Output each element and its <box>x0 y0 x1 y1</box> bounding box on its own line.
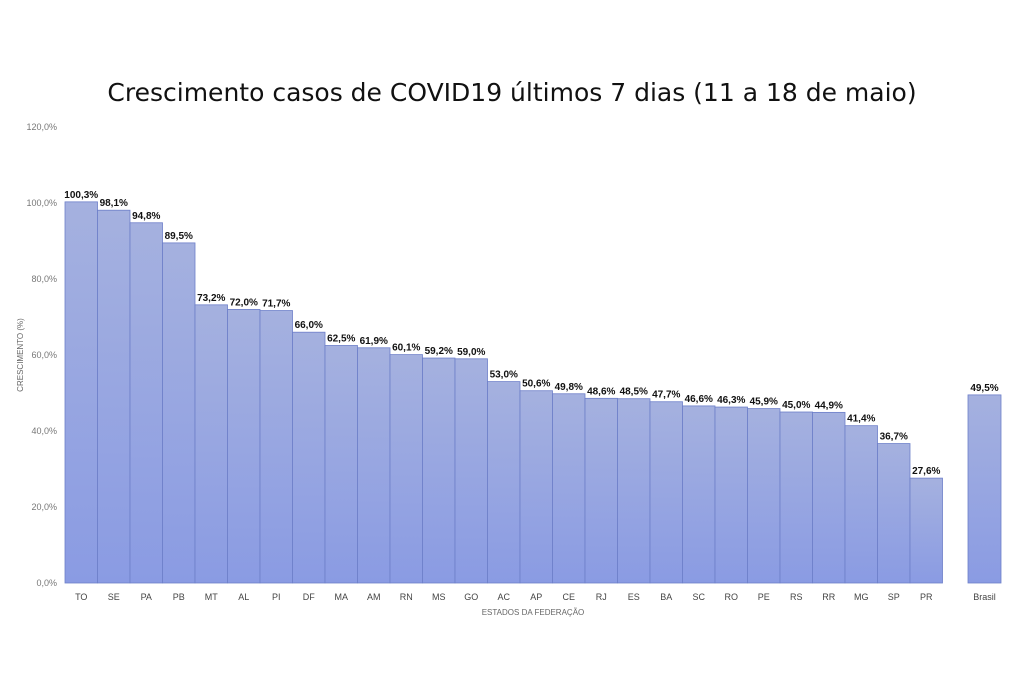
data-label: 61,9% <box>360 336 388 347</box>
bars <box>64 201 1002 584</box>
x-tick-label: BA <box>660 592 672 602</box>
x-tick-label: SP <box>888 592 900 602</box>
bar <box>747 408 781 584</box>
data-label: 36,7% <box>880 432 908 443</box>
data-label: 94,8% <box>132 211 160 222</box>
data-label: 46,6% <box>685 394 713 405</box>
x-tick-label: TO <box>75 592 87 602</box>
y-tick-label: 80,0% <box>31 274 57 284</box>
data-label: 45,9% <box>750 397 778 408</box>
x-tick-label: PE <box>758 592 770 602</box>
bar <box>682 405 716 584</box>
bar <box>324 345 358 584</box>
x-tick-label: MS <box>432 592 446 602</box>
chart-title: Crescimento casos de COVID19 últimos 7 d… <box>107 78 917 107</box>
bar <box>812 411 846 584</box>
x-tick-label: RR <box>822 592 835 602</box>
bar <box>617 398 651 584</box>
x-tick-label: SC <box>692 592 705 602</box>
x-tick-label: RN <box>400 592 413 602</box>
bar <box>584 397 618 584</box>
bar <box>649 401 683 584</box>
bar <box>97 209 131 584</box>
data-label: 62,5% <box>327 334 355 345</box>
x-tick-label: PI <box>272 592 281 602</box>
data-label: 47,7% <box>652 390 680 401</box>
data-label: 60,1% <box>392 343 420 354</box>
bar <box>259 310 293 584</box>
bar <box>909 477 943 584</box>
x-axis: TO SE PA PB MT AL PI DF MA AM RN MS GO AC AP CE RJ ES BA SC… <box>75 592 996 602</box>
y-axis: 0,0% 20,0% 40,0% 60,0% 80,0% 100,0% 120,0% <box>26 122 57 588</box>
x-tick-label: AL <box>238 592 249 602</box>
data-label: 27,6% <box>912 466 940 477</box>
y-tick-label: 40,0% <box>31 426 57 436</box>
bar <box>967 394 1002 584</box>
x-tick-label: RJ <box>596 592 607 602</box>
bar <box>292 331 326 584</box>
bar <box>779 411 813 584</box>
y-tick-label: 20,0% <box>31 502 57 512</box>
x-tick-label: PB <box>173 592 185 602</box>
data-label: 98,1% <box>100 198 128 209</box>
bar <box>389 354 423 584</box>
bar <box>227 308 261 584</box>
bar <box>487 381 521 584</box>
data-label: 59,2% <box>425 346 453 357</box>
x-tick-label: PR <box>920 592 933 602</box>
x-tick-label: AM <box>367 592 381 602</box>
data-label: 73,2% <box>197 293 225 304</box>
x-tick-label: SE <box>108 592 120 602</box>
x-tick-label: RO <box>725 592 739 602</box>
data-labels: 100,3%98,1% 94,8% 89,5% 73,2% 72,0% 71,7% 66,0… <box>64 190 998 477</box>
y-tick-label: 120,0% <box>26 122 57 132</box>
data-label: 71,7% <box>262 299 290 310</box>
bar <box>194 304 228 584</box>
x-tick-label: MA <box>335 592 349 602</box>
x-tick-label: GO <box>464 592 478 602</box>
data-label: 49,5% <box>970 383 998 394</box>
data-label: 44,9% <box>815 400 843 411</box>
data-label: 100,3% <box>64 190 98 201</box>
bar <box>877 443 911 584</box>
data-label: 59,0% <box>457 347 485 358</box>
x-tick-label: AP <box>530 592 542 602</box>
data-label: 50,6% <box>522 379 550 390</box>
data-label: 48,5% <box>620 387 648 398</box>
x-tick-label: ES <box>628 592 640 602</box>
y-tick-label: 0,0% <box>36 578 57 588</box>
bar <box>129 222 163 584</box>
y-axis-title: CRESCIMENTO (%) <box>16 318 25 392</box>
bar <box>454 358 488 584</box>
data-label: 66,0% <box>295 320 323 331</box>
x-tick-label: MT <box>205 592 218 602</box>
data-label: 49,8% <box>555 382 583 393</box>
bar <box>552 393 586 584</box>
x-tick-label: MG <box>854 592 869 602</box>
data-label: 89,5% <box>165 231 193 242</box>
x-tick-label: AC <box>497 592 510 602</box>
bar <box>64 201 98 584</box>
data-label: 41,4% <box>847 414 875 425</box>
x-axis-title: ESTADOS DA FEDERAÇÃO <box>482 608 585 617</box>
data-label: 72,0% <box>230 297 258 308</box>
bar <box>714 406 748 584</box>
x-tick-label: RS <box>790 592 803 602</box>
y-tick-label: 100,0% <box>26 198 57 208</box>
bar <box>422 357 456 584</box>
data-label: 48,6% <box>587 386 615 397</box>
bar <box>162 242 196 584</box>
data-label: 46,3% <box>717 395 745 406</box>
bar <box>844 425 878 584</box>
x-tick-label: DF <box>303 592 315 602</box>
data-label: 45,0% <box>782 400 810 411</box>
x-tick-label: CE <box>562 592 575 602</box>
y-tick-label: 60,0% <box>31 350 57 360</box>
bar <box>519 390 553 584</box>
x-tick-label: PA <box>141 592 152 602</box>
data-label: 53,0% <box>490 370 518 381</box>
bar <box>357 347 391 584</box>
x-tick-label: Brasil <box>973 592 996 602</box>
